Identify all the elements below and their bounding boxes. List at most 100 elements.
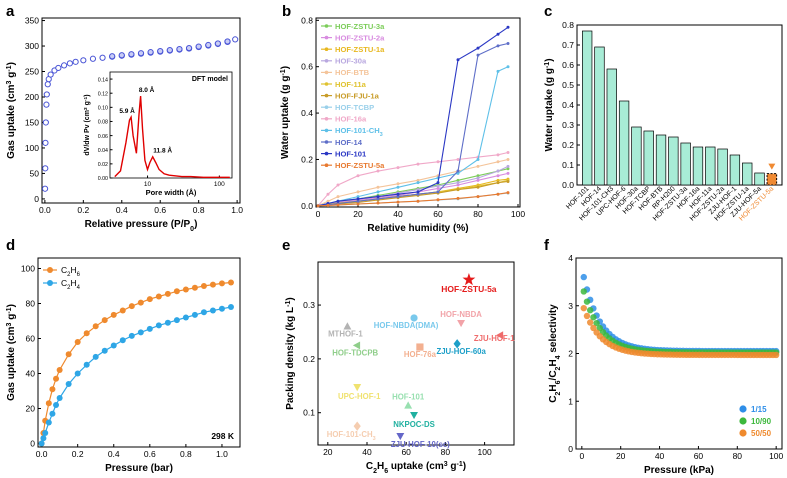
panel-b-legend-label-part: HOF-101-CH (335, 126, 380, 135)
panel-letter-a: a (6, 3, 15, 20)
panel-b-series-point (416, 199, 420, 203)
panel-e-frame (317, 261, 515, 446)
panel-b-xtick-label: 40 (393, 209, 403, 219)
panel-c-bar (742, 162, 753, 186)
panel-b-series-point (436, 184, 440, 188)
inset-model-label: DFT model (192, 76, 228, 83)
inset-pore-distribution-line (114, 95, 230, 178)
panel-d-xtick-label: 0.2 (72, 449, 84, 459)
panel-c-bar (655, 134, 667, 186)
panel-d-series-point (137, 299, 144, 306)
panel-c-ytick-label: 0.8 (562, 20, 574, 30)
panel-b-series-point (376, 197, 380, 201)
panel-a-point-adsorption (55, 64, 62, 72)
inset-ytick-label: 0.10 (98, 106, 108, 112)
panel-d-series-point (40, 435, 47, 442)
panel-f-xlabel: Pressure (kPa) (644, 465, 714, 476)
panel-b-legend-label: HOF-30a (335, 57, 367, 66)
panel-f-ytick-label: 1 (568, 396, 573, 406)
panel-f-point (590, 314, 597, 321)
panel-c-bar (594, 46, 605, 186)
panel-b-series-line (317, 192, 509, 207)
panel-f-xtick-label: 80 (733, 451, 743, 461)
panel-f-legend-label: 1/15 (751, 405, 767, 414)
panel-e-point-label: UPC-HOF-1 (338, 392, 381, 401)
panel-b-legend-label-part: HOF-101 (335, 149, 367, 158)
panel-e-xlabel-part: 6 (384, 468, 388, 475)
panel-b-xtick-label: 80 (473, 209, 483, 219)
panel-e-point (352, 341, 361, 350)
panel-b-series-point (506, 171, 510, 175)
panel-b-ytick-label: 0.8 (301, 15, 313, 25)
panel-d-series-point (155, 322, 162, 329)
panel-a-point-desorption (205, 41, 212, 49)
panel-b-ytick-label: 0.2 (301, 154, 313, 164)
panel-a-xtick-label: 0.8 (193, 205, 205, 215)
panel-f-legend-dot (739, 417, 747, 425)
panel-f-ylabel-part: H (548, 359, 559, 366)
inset-ytick-label: 0.02 (98, 162, 108, 168)
panel-b-series-point (506, 25, 510, 29)
panel-d-temperature: 298 K (211, 431, 235, 441)
panel-e-point-label: ZJU-HOF-60a (436, 347, 486, 356)
panel-e-xlabel-part: g (448, 461, 457, 472)
panel-b-xtick-label: 0 (316, 209, 321, 219)
panel-b-series-point (496, 192, 500, 196)
panel-a-ytick-label: 350 (25, 16, 39, 26)
panel-b-series-point (436, 186, 440, 190)
panel-c-bar (606, 68, 617, 186)
panel-f-legend-label: 10/90 (751, 417, 772, 426)
panel-d-xtick-label: 0.4 (108, 449, 120, 459)
panel-b-series-point (506, 179, 510, 183)
panel-a-point-adsorption (66, 60, 73, 67)
panel-d-ytick-label: 0 (30, 439, 35, 449)
panel-b-ylabel-part: Water uptake (g g (280, 76, 291, 160)
inset-ylabel: dV/dw Pv (cm3 g-1) (83, 94, 92, 155)
panel-e-ylabel-part: Packing density (kg L (285, 307, 296, 410)
panel-c-bar (729, 154, 741, 186)
panel-d-series-point (74, 370, 81, 377)
panel-b-ytick-label: 0.6 (301, 62, 313, 72)
panel-b-series-line (317, 158, 509, 207)
inset-xtick-label: 100 (214, 181, 225, 188)
panel-a-point-desorption (157, 48, 164, 55)
panel-d-series-point (209, 307, 216, 314)
panel-b-series-point (436, 181, 440, 185)
panel-a-xlabel-rich-part: 0 (190, 226, 194, 233)
panel-d-series-point (83, 361, 90, 368)
panel-e-point (353, 383, 362, 392)
panel-d-legend-label-part: C (61, 278, 67, 288)
panel-b-series-point (326, 192, 330, 196)
panel-b-series-point (416, 178, 420, 182)
panel-b-legend-dot (324, 59, 329, 63)
panel-b-series-point (356, 199, 360, 203)
panel-e-point-label: HOF-TDCPB (332, 348, 378, 357)
panel-b: b 0 20 40 60 80 100 0.0 0.2 0.4 0.6 0.8 Relative hum… (280, 3, 526, 234)
panel-d-series-point (191, 311, 198, 318)
panel-d-series-point (146, 325, 153, 332)
panel-c-ytick-label: 0.6 (562, 60, 574, 70)
panel-b-legend-label-part: 3 (380, 132, 383, 138)
panel-f-point (583, 312, 591, 320)
panel-b-series-point (396, 166, 400, 170)
panel-a-frame (41, 17, 241, 204)
panel-d-series-point (45, 419, 52, 426)
panel-e-point-label-part: ZJU-HOF-1 (474, 334, 515, 343)
panel-b-series-point (436, 198, 440, 202)
panel-b-series-point (506, 164, 510, 168)
panel-e-point-label: HOF-101-CH3 (327, 430, 376, 442)
panel-b-legend-label: HOF-101 (335, 149, 367, 158)
panel-b-series-point (476, 195, 480, 199)
panel-a-xtick-label: 0.6 (154, 205, 166, 215)
panel-b-series-point (476, 185, 480, 189)
panel-d-ytick-label: 20 (26, 404, 36, 414)
panel-e-point (353, 421, 361, 431)
panel-d-series-point (53, 402, 60, 408)
panel-d-series-point (74, 339, 81, 345)
panel-e-xtick-label: 100 (478, 447, 492, 457)
panel-c: c 0.0 0.1 0.2 0.3 0.4 0.5 0.6 0.7 0.8 Water uptake… (544, 3, 783, 223)
panel-a-ylabel-part: ) (6, 62, 17, 65)
panel-a-point-adsorption (44, 81, 51, 88)
panel-e-ylabel: Packing density (kg L-1) (285, 297, 297, 409)
panel-c-ytick-label: 0.5 (562, 80, 574, 90)
